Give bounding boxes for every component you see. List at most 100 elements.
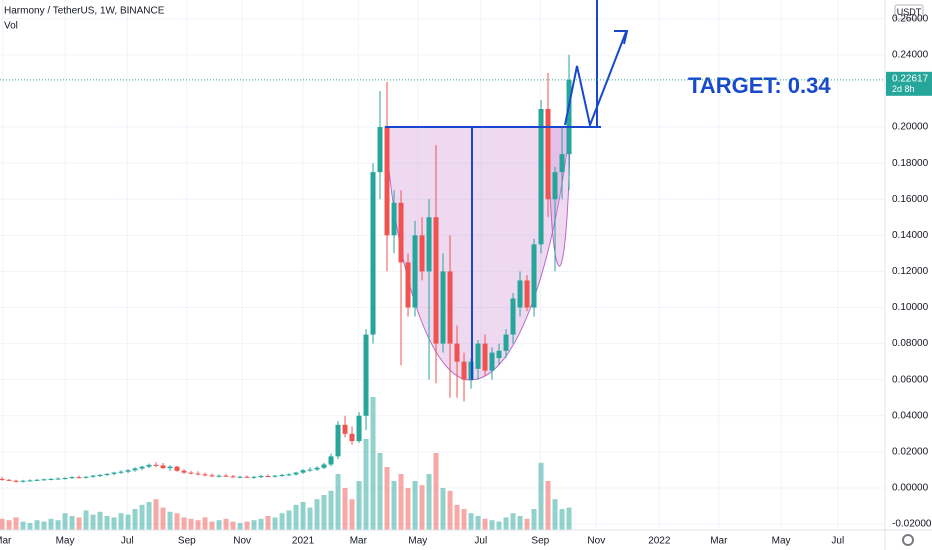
volume-bar	[293, 504, 299, 530]
volume-bar	[132, 509, 138, 530]
candle-body	[531, 244, 537, 308]
volume-bar	[118, 513, 124, 530]
candles	[0, 54, 572, 483]
volume-bar	[517, 516, 523, 530]
candle-body	[524, 280, 530, 308]
candle-body	[209, 475, 215, 477]
candle-body	[370, 172, 376, 335]
candle-body	[83, 476, 89, 478]
candle-body	[419, 235, 425, 272]
volume-bar	[349, 499, 355, 530]
volume-bar	[335, 474, 341, 530]
volume-bar	[433, 453, 439, 530]
candle-body	[20, 480, 26, 482]
candle-body	[307, 469, 313, 471]
volume-bar	[524, 518, 530, 530]
volume-bar	[440, 488, 446, 530]
volume-bar	[510, 513, 516, 530]
x-tick-label: May	[56, 536, 75, 547]
x-tick-label: Sep	[178, 536, 196, 547]
candle-body	[363, 334, 369, 416]
candle-body	[440, 271, 446, 344]
candle-body	[489, 352, 495, 371]
candle-body	[314, 467, 320, 470]
volume-bar	[160, 507, 166, 530]
candle-body	[475, 343, 481, 369]
x-tick-label: May	[408, 536, 427, 547]
volume-bar	[552, 499, 558, 530]
currency-label[interactable]: USDT	[897, 7, 922, 17]
volume-bar	[90, 514, 96, 530]
candle-body	[48, 478, 54, 480]
y-tick-label: 0.00000	[892, 483, 929, 494]
x-tick-label: 2022	[648, 536, 671, 547]
candle-body	[118, 471, 124, 473]
x-tick-label: May	[772, 536, 791, 547]
volume-bar	[356, 481, 362, 530]
volume-bar	[139, 504, 145, 530]
volume-bar	[300, 502, 306, 530]
volume-bar	[167, 511, 173, 530]
candle-body	[97, 474, 103, 476]
volume-bar	[34, 520, 40, 530]
volume-bar	[76, 517, 82, 530]
volume-bar	[62, 513, 68, 530]
candle-body	[76, 477, 82, 479]
last-price-label: 0.22617	[892, 73, 929, 84]
volume-bar	[230, 521, 236, 530]
projected-path	[564, 31, 627, 129]
candle-body	[412, 235, 418, 308]
volume-bar	[97, 511, 103, 530]
y-tick-label: 0.04000	[892, 410, 929, 421]
candle-body	[328, 456, 334, 465]
volume-bar	[328, 490, 334, 530]
candle-body	[237, 476, 243, 478]
volume-bar	[209, 521, 215, 530]
candle-body	[104, 473, 110, 475]
candle-body	[377, 127, 383, 173]
y-tick-label: 0.16000	[892, 194, 929, 205]
volume-bar	[279, 513, 285, 530]
volume-bar	[384, 467, 390, 530]
y-tick-label: 0.18000	[892, 158, 929, 169]
candle-body	[398, 202, 404, 263]
volume-pane	[0, 397, 572, 530]
volume-bar	[188, 518, 194, 530]
y-tick-label: -0.02000	[892, 519, 932, 530]
candle-body	[545, 108, 551, 200]
candle-body	[132, 468, 138, 471]
y-tick-label: 0.02000	[892, 447, 929, 458]
candle-body	[454, 343, 460, 362]
volume-bar	[55, 520, 61, 530]
volume-bar	[370, 397, 376, 530]
chart-title: Harmony / TetherUS, 1W, BINANCE	[4, 6, 165, 17]
candle-body	[405, 262, 411, 308]
volume-bar	[251, 520, 257, 530]
volume-bar	[181, 517, 187, 530]
x-tick-label: Mar	[0, 536, 12, 547]
currency-box[interactable]	[894, 4, 924, 20]
volume-bar	[223, 518, 229, 530]
candle-body	[216, 475, 222, 477]
candle-body	[510, 298, 516, 335]
volume-bar	[538, 462, 544, 530]
candle-body	[181, 470, 187, 473]
arrow-head	[614, 30, 629, 45]
candle-body	[384, 127, 390, 236]
x-tick-label: Mar	[350, 536, 368, 547]
candle-body	[174, 466, 180, 471]
volume-bar	[27, 523, 33, 530]
settings-icon[interactable]	[902, 534, 914, 546]
volume-bar	[468, 513, 474, 530]
volume-bar	[566, 507, 572, 530]
cup-shape	[384, 126, 571, 381]
candle-body	[258, 476, 264, 478]
x-tick-label: Jul	[831, 536, 844, 547]
x-tick-label: Sep	[531, 536, 549, 547]
candle-body	[62, 478, 68, 480]
y-tick-label: 0.14000	[892, 230, 929, 241]
volume-bar	[237, 523, 243, 530]
candle-body	[321, 464, 327, 468]
volume-bar	[125, 514, 131, 530]
candle-body	[559, 154, 565, 173]
